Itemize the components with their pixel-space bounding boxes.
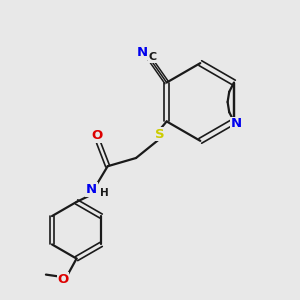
Text: O: O [57, 273, 68, 286]
Text: N: N [86, 183, 97, 196]
Text: N: N [231, 117, 242, 130]
Text: H: H [100, 188, 108, 198]
Text: N: N [137, 46, 148, 59]
Text: S: S [155, 128, 165, 141]
Text: O: O [92, 129, 103, 142]
Text: C: C [148, 52, 157, 62]
